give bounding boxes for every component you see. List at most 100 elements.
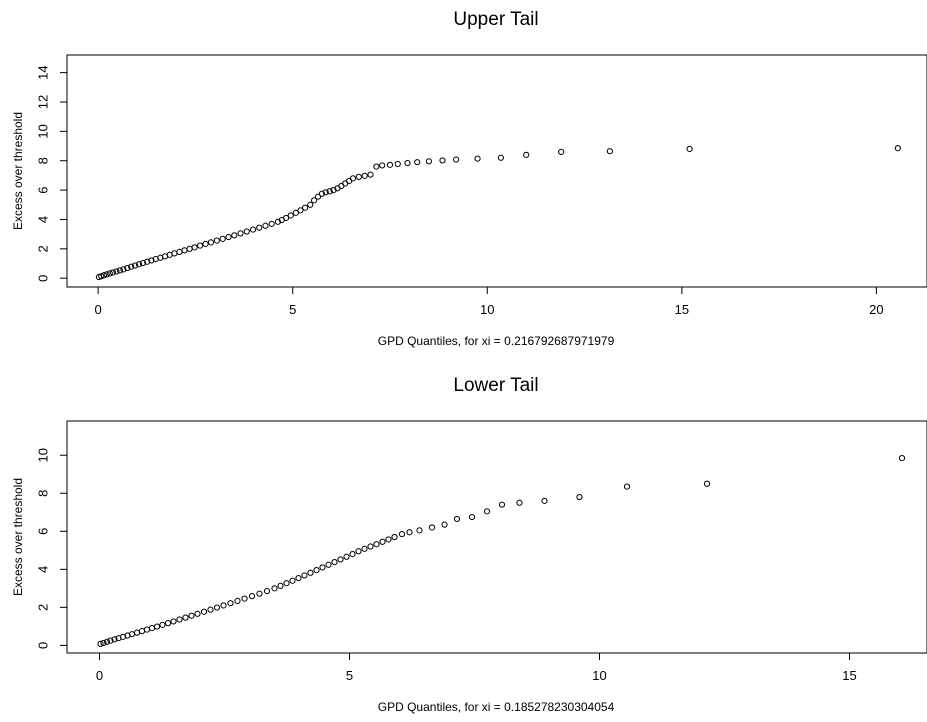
upper-tail-data-point: [292, 209, 299, 216]
upper-tail-data-point: [225, 233, 232, 241]
lower-tail-data-point: [703, 480, 711, 487]
lower-tail-y-tick-label: 8: [36, 490, 51, 497]
lower-tail-data-point: [337, 556, 344, 563]
lower-tail-data-point: [277, 582, 284, 589]
lower-tail-data-point: [176, 616, 183, 623]
upper-tail-data-point: [207, 239, 215, 246]
lower-tail-data-point: [576, 493, 583, 501]
upper-tail-y-tick-label: 6: [36, 186, 51, 193]
lower-tail-y-tick-label: 6: [36, 528, 51, 535]
upper-tail-data-point: [314, 193, 322, 200]
upper-tail-data-point: [497, 154, 504, 161]
upper-tail-title: Upper Tail: [453, 9, 538, 30]
lower-tail-data-point: [234, 597, 241, 604]
lower-tail-data-point: [406, 529, 413, 536]
upper-tail-data-point: [302, 204, 309, 211]
upper-tail-data-point: [113, 268, 120, 275]
upper-tail-y-tick-label: 4: [36, 216, 51, 223]
lower-tail-data-point: [111, 636, 118, 643]
lower-tail-data-point: [385, 536, 392, 543]
lower-tail-data-point: [263, 587, 271, 595]
lower-tail-data-point: [301, 572, 308, 579]
upper-tail-data-point: [202, 240, 209, 248]
lower-tail-data-point: [319, 564, 326, 571]
upper-tail-data-point: [386, 161, 394, 168]
lower-tail-y-tick-label: 10: [36, 448, 51, 462]
lower-tail-data-point: [200, 608, 208, 615]
upper-tail-data-point: [268, 220, 275, 227]
lower-tail-data-point: [182, 614, 189, 621]
upper-tail-data-point: [243, 228, 250, 235]
lower-tail-data-point: [153, 623, 161, 630]
upper-tail-data-point: [297, 207, 304, 214]
lower-tail-data-point: [100, 639, 107, 647]
lower-tail-data-point: [361, 545, 368, 552]
upper-tail-data-point: [394, 160, 401, 168]
lower-tail-data-point: [498, 501, 506, 508]
lower-tail-data-point: [307, 569, 314, 576]
lower-tail-data-point: [241, 595, 248, 602]
lower-tail-y-tick-label: 2: [36, 604, 51, 611]
upper-tail-data-point: [367, 171, 374, 178]
upper-tail-data-point: [349, 175, 357, 182]
lower-tail-data-point: [207, 606, 214, 613]
upper-tail-x-tick-label: 15: [675, 302, 689, 317]
upper-tail-data-point: [106, 270, 113, 277]
upper-tail-data-point: [262, 222, 269, 229]
upper-tail-data-point: [116, 267, 124, 274]
upper-tail-data-point: [287, 212, 294, 219]
lower-tail-data-point: [170, 618, 177, 625]
upper-tail-data-point: [474, 155, 481, 162]
lower-tail-data-point: [164, 620, 172, 627]
lower-tail-data-point: [373, 541, 380, 548]
upper-tail-data-point: [213, 237, 220, 244]
upper-tail-y-tick-label: 8: [36, 157, 51, 164]
lower-tail-data-point: [188, 612, 195, 619]
upper-tail-data-point: [274, 218, 282, 225]
upper-tail-data-point: [109, 269, 117, 276]
lower-tail-plot-frame: [66, 420, 927, 654]
lower-tail-data-point: [133, 629, 141, 636]
upper-tail-data-point: [128, 263, 135, 270]
upper-tail-y-tick-label: 12: [36, 95, 51, 109]
upper-tail-y-tick-label: 0: [36, 275, 51, 282]
lower-tail-data-point: [453, 515, 461, 523]
upper-tail-data-point: [171, 250, 178, 257]
upper-tail-data-point: [414, 159, 421, 166]
upper-tail-y-tick-label: 14: [36, 65, 51, 79]
lower-tail-data-point: [331, 559, 338, 566]
lower-tail-x-axis: 0 5 10 15: [96, 652, 857, 683]
lower-tail-x-axis-label: GPD Quantiles, for xi = 0.18527823030405…: [378, 700, 615, 714]
upper-tail-data-point: [326, 188, 333, 195]
upper-tail-data-point: [606, 148, 613, 155]
upper-tail-data-point: [98, 273, 105, 280]
upper-tail-data-point: [307, 201, 314, 208]
upper-tail-y-tick-label: 10: [36, 124, 51, 138]
lower-tail-data-point: [103, 638, 111, 645]
lower-tail-y-tick-label: 4: [36, 566, 51, 573]
upper-tail-data-point: [196, 242, 204, 249]
upper-tail-data-point: [124, 264, 131, 272]
lower-tail-data-point: [398, 531, 406, 538]
upper-tail-data-point: [219, 235, 226, 242]
lower-tail-data-point: [143, 626, 151, 633]
lower-tail-x-tick-label: 10: [592, 668, 606, 683]
lower-tail-title: Lower Tail: [453, 375, 538, 396]
upper-tail-data-point: [425, 158, 433, 165]
lower-tail-data-point: [295, 574, 302, 582]
lower-tail-data-point: [227, 600, 234, 607]
upper-tail-data-point: [373, 163, 380, 170]
lower-tail-data-point: [256, 590, 263, 597]
upper-tail-data-point: [894, 145, 901, 152]
lower-tail-points: [97, 454, 906, 647]
lower-tail-x-tick-label: 0: [96, 668, 103, 683]
upper-tail-data-point: [237, 230, 244, 237]
lower-tail-y-axis: 0 2 4 6 8 10: [36, 448, 68, 649]
lower-tail-data-point: [516, 499, 523, 506]
upper-tail-x-tick-label: 10: [480, 302, 494, 317]
upper-tail-y-axis-label: Excess over threshold: [11, 112, 25, 230]
upper-tail-data-point: [523, 151, 530, 158]
lower-tail-data-point: [379, 538, 386, 545]
upper-tail-y-axis: 0 2 4 6 8 10 12 14: [36, 65, 68, 282]
